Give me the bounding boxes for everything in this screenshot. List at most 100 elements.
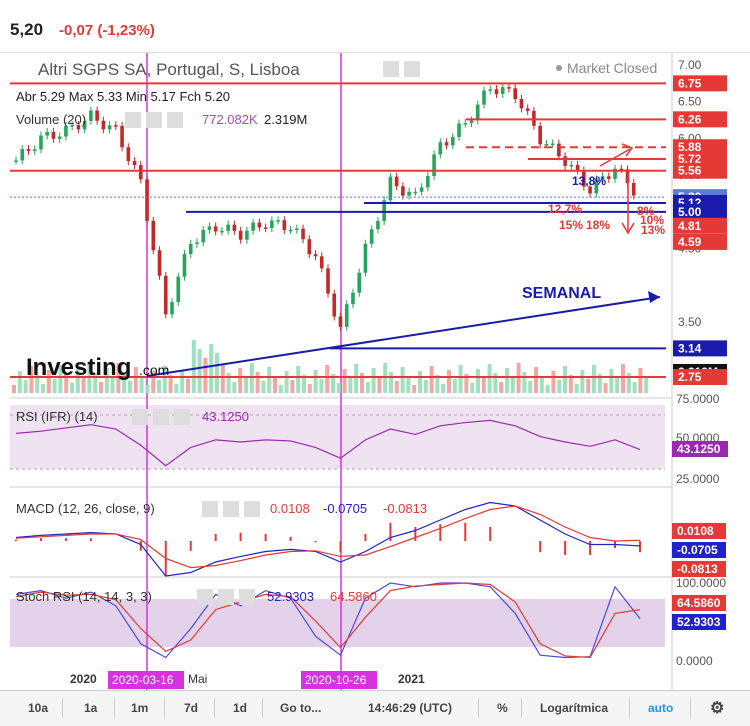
candle-body [482,90,486,105]
gear-icon[interactable]: ⚙ [710,700,725,717]
candle-body [82,120,87,130]
range-10a[interactable]: 10a [28,701,49,715]
volume-bar [128,381,132,393]
close-icon[interactable] [244,501,260,517]
volume-bar [447,370,451,393]
volume-bar [418,371,422,393]
volume-bar [644,377,649,393]
level-badge [673,75,727,92]
legend-icons[interactable] [125,61,420,128]
candle-body [382,200,386,221]
candle-body [494,89,499,94]
volume-bar [505,368,509,393]
goto-button[interactable]: Go to... [280,701,322,715]
volume-bar [342,369,347,393]
gear-icon[interactable] [153,409,169,425]
volume-bar [423,380,428,393]
candle-body [613,168,617,179]
candle-body [326,268,330,294]
candle-body [226,224,230,231]
stoch-d-line [15,582,641,659]
volume-bar [586,379,591,393]
candle-body [438,142,443,155]
candle-body [76,125,81,130]
candle-body [157,250,162,276]
eye-icon[interactable] [132,409,148,425]
percent-toggle[interactable]: % [497,701,508,715]
candle-body [182,254,187,277]
volume-bar [534,367,538,393]
volume-bar [400,367,405,393]
candle-body [588,186,592,194]
stoch-label: Stoch RSI (14, 14, 3, 3) [16,589,152,604]
volume-bar [319,379,324,393]
candle-body [338,316,343,327]
volume-bar [603,383,608,393]
volume-bar [267,367,272,393]
auto-toggle[interactable]: auto [648,701,674,715]
chart-area[interactable]: Altri SGPS SA, Portugal, S, Lisboa Marke… [0,52,750,691]
gear-icon[interactable] [223,501,239,517]
volume-bar [157,380,161,393]
macd-value-3: -0.0813 [383,501,427,516]
level-badge [673,162,727,179]
close-icon[interactable] [239,589,255,605]
candle-body [176,276,181,303]
candle-body [538,125,542,145]
gear-icon[interactable] [146,112,162,128]
volume-bar [539,376,544,393]
candle-body [126,147,131,162]
volume-bar [296,366,301,393]
candle-body [232,224,237,231]
rsi-badge: 43.1250 [677,442,721,456]
log-toggle[interactable]: Logarítmica [540,701,609,715]
macd-badge-3: -0.0813 [677,562,718,576]
range-1d[interactable]: 1d [233,701,248,715]
eye-icon[interactable] [125,112,141,128]
volume-bar [133,367,138,393]
gear-icon[interactable] [218,589,234,605]
volume-bar [104,368,109,393]
candle-body [145,179,149,221]
volume-bar [522,372,527,393]
volume-bar [470,383,475,393]
volume-bar [209,344,214,393]
level-badge [673,217,727,234]
candle-body [301,228,305,240]
pct-15: 15% [559,218,583,232]
market-status: Market Closed [567,60,657,76]
volume-bar [551,371,556,393]
range-7d[interactable]: 7d [184,701,199,715]
volume-bar [313,370,318,393]
eye-icon[interactable] [197,589,213,605]
macd-label: MACD (12, 26, close, 9) [16,501,155,516]
volume-bar [186,379,190,393]
ohlc-readout: Abr 5.29 Max 5.33 Min 5.17 Fch 5.20 [16,89,230,104]
range-1a[interactable]: 1a [84,701,98,715]
candle-body [114,125,118,127]
candle-body [14,160,18,162]
status-dot [556,65,562,71]
candle-body [394,176,399,187]
candle-body [282,220,287,230]
pct-13-8: 13,8% [572,174,606,188]
volume-bar [64,374,69,393]
quote-header: 5,20 -0,07 (-1,23%) [0,0,750,52]
range-1m[interactable]: 1m [131,701,149,715]
candle-body [388,176,393,201]
clock: 14:46:29 (UTC) [368,701,453,715]
gear-icon[interactable] [404,61,420,77]
volume-bar [371,368,376,393]
volume-bar [151,371,156,393]
eye-icon[interactable] [202,501,218,517]
close-icon[interactable] [167,112,183,128]
volume-bar [238,368,243,393]
level-labels: 6.756.265.885.725.565.205.125.004.814.59… [673,75,727,385]
candle-body [332,293,337,317]
candle-body [469,120,474,124]
candle-body [500,87,505,94]
candle-body [57,136,62,139]
volume-bar [481,378,486,393]
close-icon[interactable] [174,409,190,425]
eye-icon[interactable] [383,61,399,77]
